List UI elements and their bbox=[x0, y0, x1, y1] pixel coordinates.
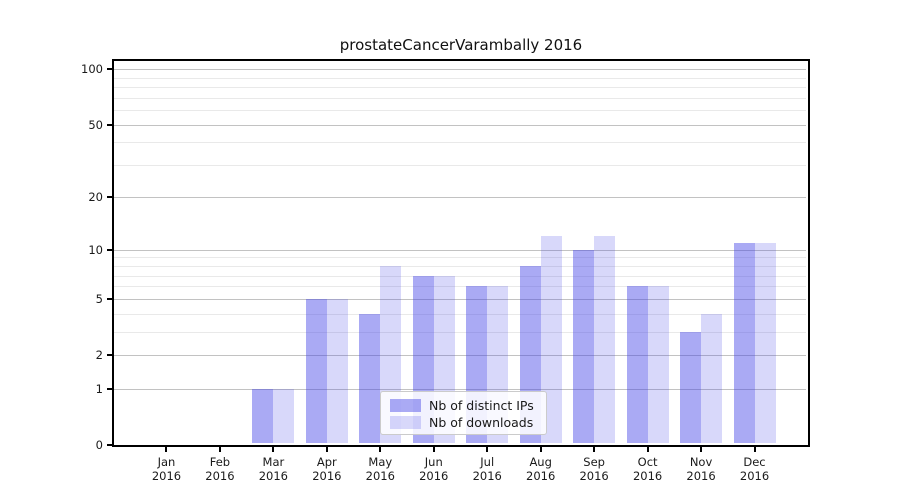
gridline-minor-40 bbox=[114, 142, 806, 143]
x-tick-label-apr: Apr 2016 bbox=[312, 455, 342, 483]
x-tick-nov bbox=[700, 447, 703, 452]
legend-row-distinct-ips: Nb of distinct IPs bbox=[390, 397, 546, 414]
y-tick-10 bbox=[107, 248, 112, 251]
bar-nb-of-distinct-ips-mar bbox=[252, 388, 274, 443]
bar-nb-of-downloads-sep bbox=[594, 236, 616, 443]
x-tick-label-jul: Jul 2016 bbox=[472, 455, 502, 483]
y-tick-50 bbox=[107, 123, 112, 126]
y-tick-label-10: 10 bbox=[88, 242, 103, 257]
gridline-minor-90 bbox=[114, 78, 806, 79]
bar-nb-of-distinct-ips-nov bbox=[680, 332, 702, 443]
y-tick-5 bbox=[107, 298, 112, 301]
legend-box: Nb of distinct IPs Nb of downloads bbox=[380, 391, 547, 435]
y-tick-0 bbox=[107, 444, 112, 446]
legend-label-downloads: Nb of downloads bbox=[429, 415, 534, 430]
y-tick-label-2: 2 bbox=[95, 348, 103, 363]
bar-nb-of-downloads-dec bbox=[754, 242, 776, 443]
gridline-minor-70 bbox=[114, 98, 806, 99]
x-tick-label-jun: Jun 2016 bbox=[419, 455, 449, 483]
gridline-major-10 bbox=[114, 250, 806, 251]
plot-border bbox=[112, 59, 810, 447]
x-tick-dec bbox=[753, 447, 756, 452]
gridline-major-2 bbox=[114, 355, 806, 356]
gridline-major-100 bbox=[114, 69, 806, 70]
y-tick-label-0: 0 bbox=[95, 438, 103, 452]
gridline-minor-6 bbox=[114, 286, 806, 287]
bar-nb-of-downloads-oct bbox=[647, 286, 669, 443]
y-tick-label-1: 1 bbox=[95, 381, 103, 396]
bar-nb-of-downloads-apr bbox=[326, 299, 348, 443]
gridline-minor-80 bbox=[114, 87, 806, 88]
gridline-minor-60 bbox=[114, 110, 806, 111]
x-tick-jul bbox=[486, 447, 489, 452]
gridline-minor-30 bbox=[114, 165, 806, 166]
x-tick-label-mar: Mar 2016 bbox=[258, 455, 289, 483]
y-tick-label-5: 5 bbox=[95, 292, 103, 307]
x-tick-aug bbox=[539, 447, 542, 452]
legend-swatch-distinct-ips bbox=[390, 399, 421, 412]
x-tick-label-oct: Oct 2016 bbox=[632, 455, 663, 483]
gridline-minor-3 bbox=[114, 332, 806, 333]
gridline-minor-9 bbox=[114, 257, 806, 258]
y-tick-100 bbox=[107, 68, 112, 70]
x-tick-apr bbox=[325, 447, 328, 452]
y-tick-label-100: 100 bbox=[81, 62, 103, 76]
chart-title: prostateCancerVarambally 2016 bbox=[339, 36, 583, 54]
y-tick-label-50: 50 bbox=[88, 117, 103, 132]
y-tick-20 bbox=[107, 195, 112, 198]
y-tick-label-20: 20 bbox=[88, 189, 103, 204]
x-tick-label-nov: Nov 2016 bbox=[686, 455, 716, 483]
bar-nb-of-distinct-ips-may bbox=[359, 313, 381, 443]
x-tick-jan bbox=[165, 447, 168, 452]
x-tick-sep bbox=[593, 447, 596, 452]
gridline-minor-8 bbox=[114, 266, 806, 267]
legend-label-distinct-ips: Nb of distinct IPs bbox=[429, 398, 534, 413]
x-tick-oct bbox=[646, 447, 649, 452]
y-tick-1 bbox=[107, 387, 112, 390]
legend-swatch-downloads bbox=[390, 416, 421, 429]
bar-nb-of-downloads-mar bbox=[273, 388, 295, 443]
x-tick-label-may: May 2016 bbox=[365, 455, 395, 483]
gridline-major-20 bbox=[114, 197, 806, 198]
gridline-major-5 bbox=[114, 299, 806, 300]
bar-nb-of-downloads-nov bbox=[701, 313, 723, 443]
bar-nb-of-distinct-ips-dec bbox=[733, 242, 755, 443]
x-tick-label-aug: Aug 2016 bbox=[526, 455, 556, 483]
gridline-minor-7 bbox=[114, 276, 806, 277]
y-tick-2 bbox=[107, 354, 112, 357]
bar-nb-of-distinct-ips-sep bbox=[573, 249, 595, 443]
x-tick-jun bbox=[432, 447, 435, 452]
x-tick-may bbox=[379, 447, 382, 452]
x-tick-label-feb: Feb 2016 bbox=[205, 455, 235, 483]
gridline-major-1 bbox=[114, 389, 806, 390]
bar-nb-of-distinct-ips-oct bbox=[626, 286, 648, 443]
bar-nb-of-distinct-ips-apr bbox=[305, 299, 327, 443]
gridline-major-50 bbox=[114, 125, 806, 126]
x-tick-feb bbox=[218, 447, 221, 452]
gridline-minor-4 bbox=[114, 314, 806, 315]
x-tick-mar bbox=[272, 447, 275, 452]
legend-row-downloads: Nb of downloads bbox=[390, 414, 546, 431]
x-tick-label-jan: Jan 2016 bbox=[151, 455, 182, 483]
x-tick-label-dec: Dec 2016 bbox=[739, 455, 770, 483]
x-tick-label-sep: Sep 2016 bbox=[579, 455, 609, 483]
